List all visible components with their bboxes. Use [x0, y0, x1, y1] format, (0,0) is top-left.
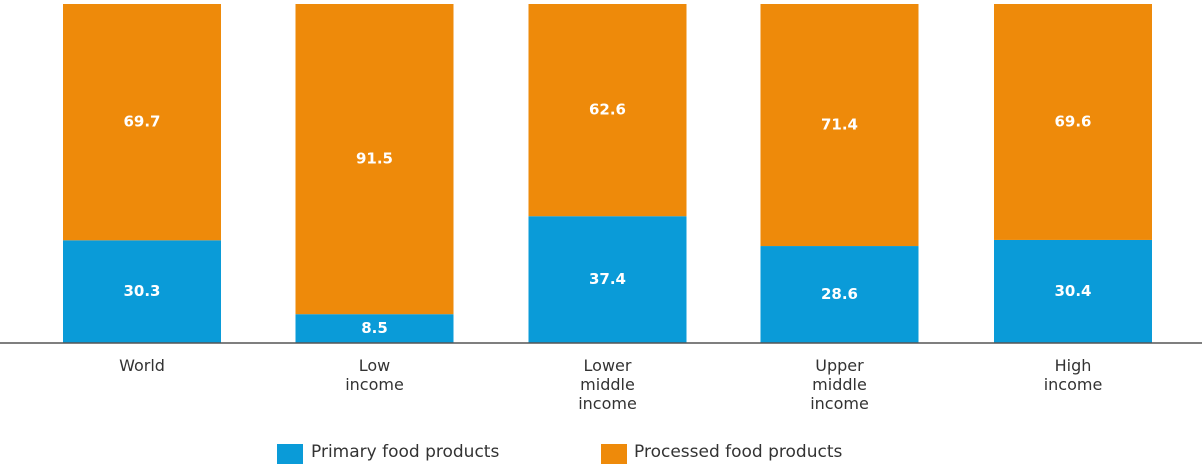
data-label: 8.5 — [361, 319, 388, 337]
legend-label: Primary food products — [311, 442, 500, 462]
x-tick-label: Lower middle income — [578, 356, 637, 413]
bar-segment — [295, 314, 454, 343]
data-label: 91.5 — [356, 150, 393, 168]
data-label: 71.4 — [821, 116, 858, 134]
bar-segment — [295, 4, 454, 315]
data-label: 69.7 — [123, 113, 160, 131]
bar-segment — [63, 4, 221, 241]
legend-label: Processed food products — [634, 442, 843, 462]
data-label: 37.4 — [589, 270, 626, 288]
x-tick-label: High income — [1043, 356, 1103, 394]
bar-segment — [760, 246, 919, 343]
legend-swatch — [601, 444, 627, 464]
bar-segment — [760, 4, 919, 247]
data-label: 30.3 — [123, 282, 160, 300]
bar-segment — [994, 4, 1152, 240]
legend-swatch — [277, 444, 303, 464]
bar-segment — [63, 240, 221, 343]
x-tick-label: Upper middle income — [810, 356, 869, 413]
data-label: 62.6 — [589, 101, 626, 119]
data-label: 28.6 — [821, 285, 858, 303]
data-label: 69.6 — [1054, 112, 1091, 130]
bar-segment — [994, 239, 1152, 343]
bar-segment — [528, 4, 687, 217]
x-tick-label: World — [119, 356, 165, 375]
x-tick-label: Low income — [345, 356, 404, 394]
data-label: 30.4 — [1054, 282, 1091, 300]
bar-segment — [528, 216, 687, 343]
